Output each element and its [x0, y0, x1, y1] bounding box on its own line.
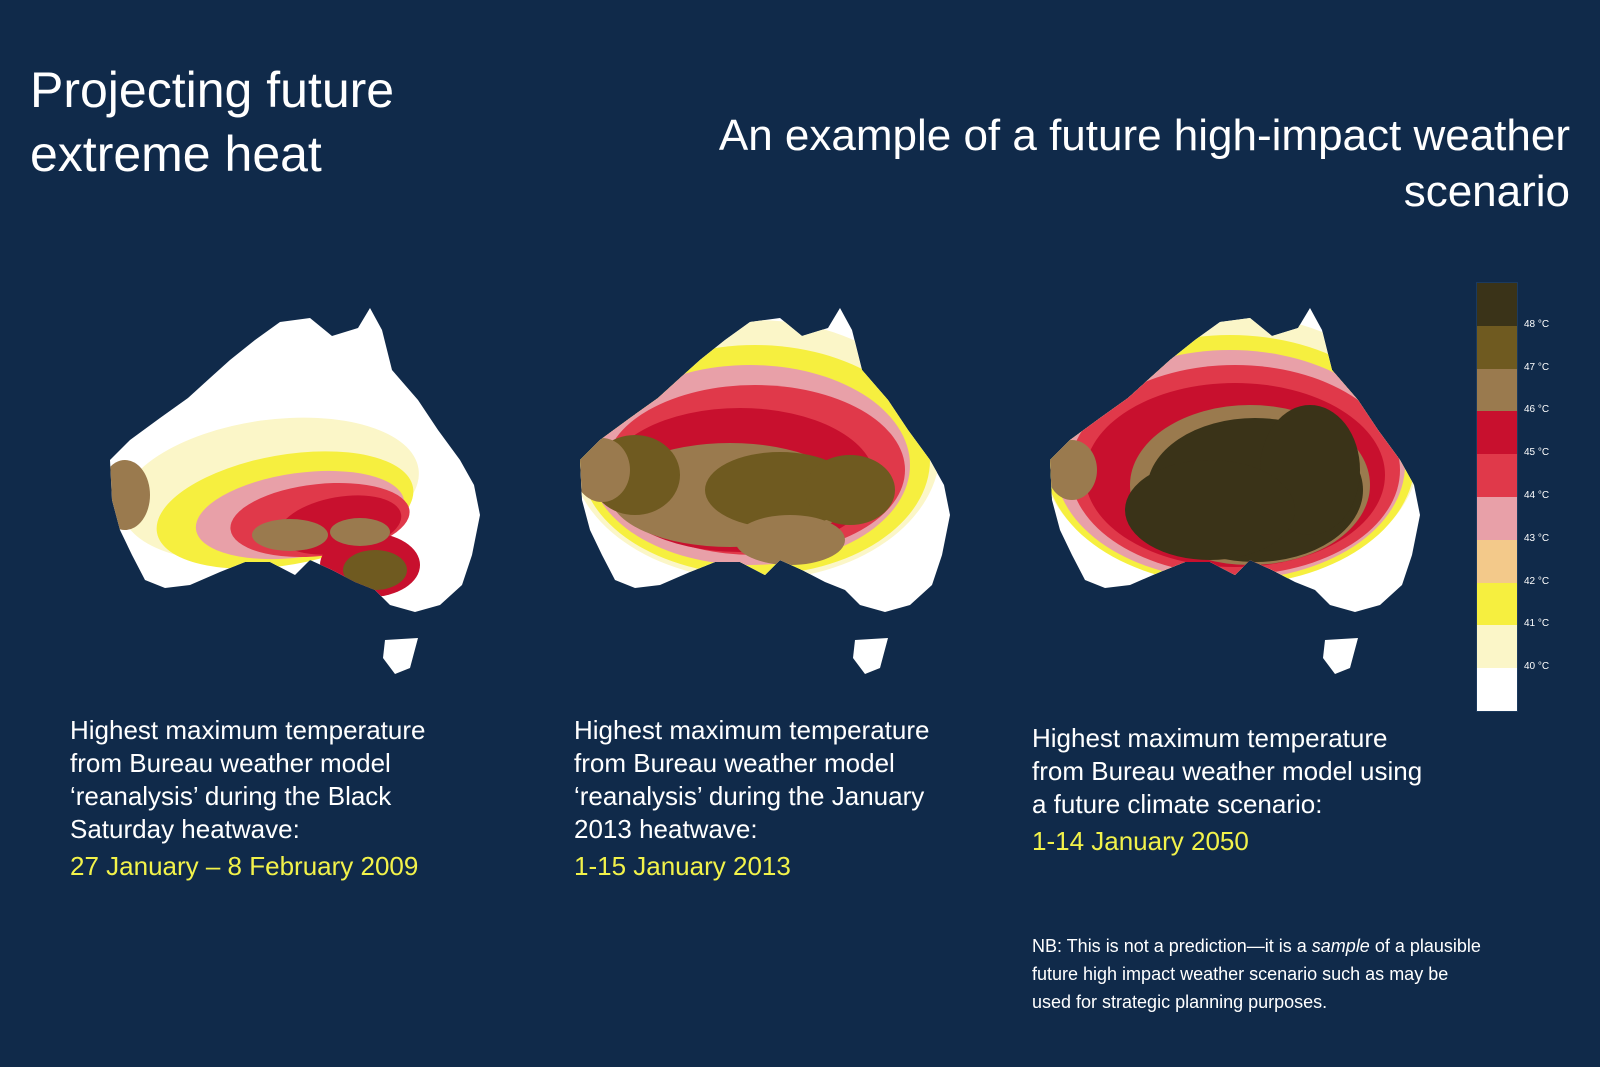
- legend-swatch: [1477, 625, 1517, 669]
- legend-label: 47 °C: [1524, 361, 1550, 373]
- tasmania-shape: [1323, 638, 1358, 674]
- legend-label: 42 °C: [1524, 575, 1550, 587]
- slide-subtitle: An example of a future high-impact weath…: [718, 111, 1570, 216]
- heat-zone: [330, 518, 390, 546]
- heat-zone: [580, 438, 630, 502]
- tasmania-shape: [853, 638, 888, 674]
- legend-label: 45 °C: [1524, 447, 1550, 459]
- map-caption-2009: Highest maximum temperature from Bureau …: [70, 714, 470, 883]
- caption-date: 1-15 January 2013: [574, 851, 791, 881]
- disclaimer-emphasis: sample: [1311, 936, 1370, 956]
- legend-swatch: [1477, 368, 1517, 412]
- australia-heat-map-2050: [1050, 308, 1420, 674]
- heat-zone: [110, 460, 150, 530]
- legend-label: 43 °C: [1524, 532, 1550, 544]
- tasmania-shape: [383, 638, 418, 674]
- legend-labels: 48 °C 47 °C 46 °C 45 °C 44 °C 43 °C 42 °C 41 °C…: [1524, 282, 1584, 710]
- disclaimer-suffix: of a plausible future high impact weathe…: [1032, 936, 1481, 1012]
- heat-zone: [343, 550, 407, 590]
- heat-zone: [252, 519, 328, 551]
- legend-label: 44 °C: [1524, 490, 1550, 501]
- legend-label: 40 °C: [1524, 661, 1550, 673]
- heat-zones: [1050, 315, 1420, 585]
- map-caption-2050: Highest maximum temperature from Bureau …: [1032, 722, 1432, 858]
- caption-date: 27 January – 8 February 2009: [70, 851, 419, 881]
- heat-zone: [735, 515, 845, 565]
- legend-label: 41 °C: [1524, 618, 1550, 630]
- legend-label: 48 °C: [1524, 318, 1550, 330]
- disclaimer-prefix: NB: This is not a prediction—it is a: [1032, 936, 1312, 956]
- caption-description: Highest maximum temperature from Bureau …: [1032, 723, 1423, 819]
- australia-heat-map-2013: [580, 308, 950, 674]
- legend-swatch: [1477, 668, 1517, 711]
- caption-description: Highest maximum temperature from Bureau …: [574, 715, 930, 844]
- map-caption-2013: Highest maximum temperature from Bureau …: [574, 714, 974, 883]
- legend-swatch: [1477, 411, 1517, 455]
- legend-swatch: [1477, 496, 1517, 540]
- australia-heat-map-2009: [110, 308, 480, 674]
- disclaimer-note: NB: This is not a prediction—it is a sam…: [1032, 932, 1482, 1016]
- legend-swatch: [1477, 539, 1517, 583]
- caption-date: 1-14 January 2050: [1032, 826, 1249, 856]
- legend-swatch: [1477, 582, 1517, 626]
- heat-zones: [580, 320, 940, 580]
- temperature-color-legend: [1476, 282, 1518, 712]
- slide-title: Projecting future extreme heat: [30, 62, 395, 182]
- legend-label: 46 °C: [1524, 404, 1550, 416]
- legend-swatch: [1477, 325, 1517, 369]
- heat-zone: [805, 455, 895, 525]
- legend-swatch: [1477, 454, 1517, 497]
- caption-description: Highest maximum temperature from Bureau …: [70, 715, 426, 844]
- legend-swatch: [1477, 283, 1517, 326]
- heat-zone: [1050, 440, 1097, 500]
- heat-zone: [1125, 460, 1295, 560]
